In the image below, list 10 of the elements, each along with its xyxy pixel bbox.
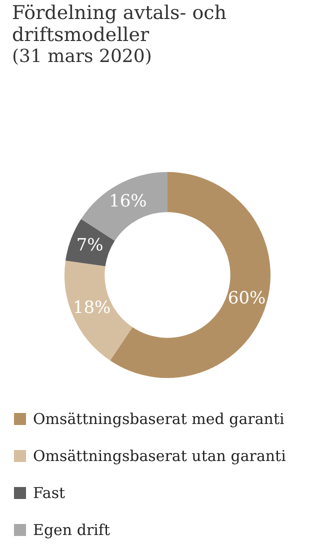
data-label: 7% (76, 235, 104, 256)
legend-label: Egen drift (33, 520, 110, 538)
data-label: 60% (228, 288, 266, 309)
chart-subtitle: (31 mars 2020) (12, 46, 153, 68)
chart-title: Fördelning avtals- och driftsmodeller (12, 2, 228, 46)
data-label: 16% (109, 192, 147, 212)
legend-label: Fast (33, 484, 66, 502)
legend-label: Omsättningsbaserat med garanti (33, 410, 284, 428)
data-label: 18% (72, 298, 111, 318)
legend-label: Omsättningsbaserat utan garanti (33, 446, 286, 464)
